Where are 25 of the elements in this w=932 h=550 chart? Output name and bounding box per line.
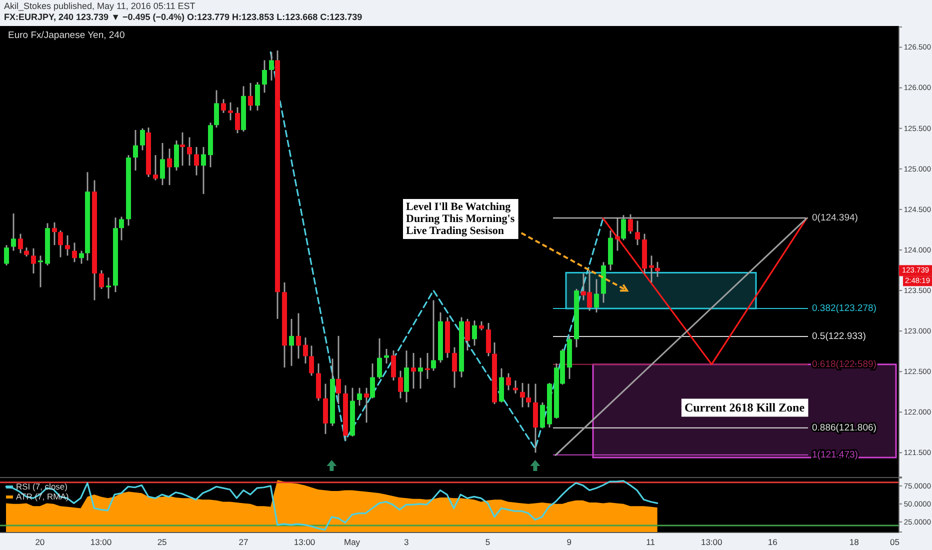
x-tick-label: 25	[157, 537, 168, 548]
annotation: Level I'll Be Watching During This Morning's Live Trading Sesison	[406, 201, 516, 237]
x-tick-label: 16	[768, 537, 778, 548]
x-tick-label: 20	[35, 537, 45, 548]
chart-title: Euro Fx/Japanese Yen, 240	[8, 30, 125, 41]
x-tick-label: 11	[646, 537, 656, 548]
x-tick-label: 5	[485, 537, 490, 548]
x-tick-label: 3	[404, 537, 409, 548]
ref-line-label: 0(124.394)	[812, 212, 858, 224]
ref-line-label: 0.886(121.806)	[812, 422, 876, 434]
x-tick-label: 13:00	[700, 537, 723, 548]
x-tick-label: 05	[890, 537, 900, 548]
line-series	[270, 51, 604, 450]
x-tick-label: May	[344, 537, 361, 548]
x-tick-label: 13:00	[90, 537, 112, 548]
band-label: Current 2618 Kill Zone	[684, 400, 806, 415]
x-tick-label: 27	[238, 537, 248, 548]
x-tick-label: 18	[849, 537, 860, 548]
ref-line-label: 0.5(122.933)	[812, 331, 866, 342]
ref-line-label: 0.382(123.278)	[812, 303, 876, 314]
text: Akil_Stokes published, May 11, 2016 05:11 EST	[4, 1, 196, 11]
series-label: RSI (7, close)	[16, 481, 68, 492]
x-tick-label: 9	[566, 537, 572, 548]
chart-subtitle: FX:EURJPY, 240 123.739 ▼ −0.495 (−0.4%) O:123.779 H:123.853 L:123.668 C:123.739	[4, 12, 362, 22]
x-tick-label: 13:00	[294, 537, 316, 548]
